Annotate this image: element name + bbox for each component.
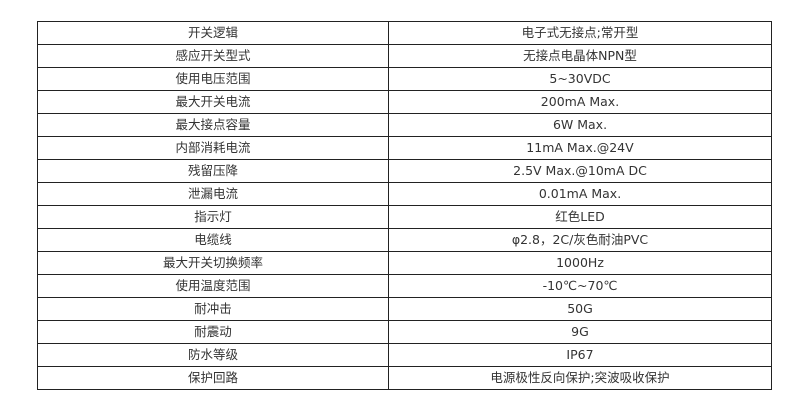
spec-label: 耐震动 [37,320,389,344]
spec-value: 6W Max. [388,113,772,137]
table-row: 开关逻辑 电子式无接点;常开型 [37,21,772,45]
spec-value: 1000Hz [388,251,772,275]
table-row: 指示灯 红色LED [37,205,772,229]
table-row: 使用温度范围 -10℃~70℃ [37,274,772,298]
spec-value: 0.01mA Max. [388,182,772,206]
spec-label: 感应开关型式 [37,44,389,68]
table-row: 最大接点容量 6W Max. [37,113,772,137]
spec-label: 防水等级 [37,343,389,367]
spec-label: 最大开关切换频率 [37,251,389,275]
spec-label: 开关逻辑 [37,21,389,45]
table-row: 残留压降 2.5V Max.@10mA DC [37,159,772,183]
table-row: 防水等级 IP67 [37,343,772,367]
spec-value: 50G [388,297,772,321]
table-row: 内部消耗电流 11mA Max.@24V [37,136,772,160]
table-row: 保护回路 电源极性反向保护;突波吸收保护 [37,366,772,390]
spec-value: φ2.8，2C/灰色耐油PVC [388,228,772,252]
spec-value: 200mA Max. [388,90,772,114]
spec-table: 开关逻辑 电子式无接点;常开型 感应开关型式 无接点电晶体NPN型 使用电压范围 5~30… [37,21,772,390]
spec-label: 保护回路 [37,366,389,390]
spec-label: 残留压降 [37,159,389,183]
table-row: 感应开关型式 无接点电晶体NPN型 [37,44,772,68]
spec-label: 最大接点容量 [37,113,389,137]
spec-label: 最大开关电流 [37,90,389,114]
spec-value: 无接点电晶体NPN型 [388,44,772,68]
spec-label: 指示灯 [37,205,389,229]
spec-value: IP67 [388,343,772,367]
spec-label: 内部消耗电流 [37,136,389,160]
table-row: 电缆线 φ2.8，2C/灰色耐油PVC [37,228,772,252]
spec-label: 使用电压范围 [37,67,389,91]
spec-value: 红色LED [388,205,772,229]
spec-value: 电源极性反向保护;突波吸收保护 [388,366,772,390]
table-row: 最大开关切换频率 1000Hz [37,251,772,275]
spec-value: 2.5V Max.@10mA DC [388,159,772,183]
spec-value: 5~30VDC [388,67,772,91]
spec-value: 11mA Max.@24V [388,136,772,160]
spec-label: 耐冲击 [37,297,389,321]
table-row: 泄漏电流 0.01mA Max. [37,182,772,206]
spec-label: 泄漏电流 [37,182,389,206]
spec-label: 电缆线 [37,228,389,252]
spec-value: 9G [388,320,772,344]
spec-value: -10℃~70℃ [388,274,772,298]
spec-label: 使用温度范围 [37,274,389,298]
spec-table-body: 开关逻辑 电子式无接点;常开型 感应开关型式 无接点电晶体NPN型 使用电压范围 5~30… [37,21,772,390]
table-row: 耐冲击 50G [37,297,772,321]
table-row: 最大开关电流 200mA Max. [37,90,772,114]
table-row: 使用电压范围 5~30VDC [37,67,772,91]
spec-value: 电子式无接点;常开型 [388,21,772,45]
table-row: 耐震动 9G [37,320,772,344]
